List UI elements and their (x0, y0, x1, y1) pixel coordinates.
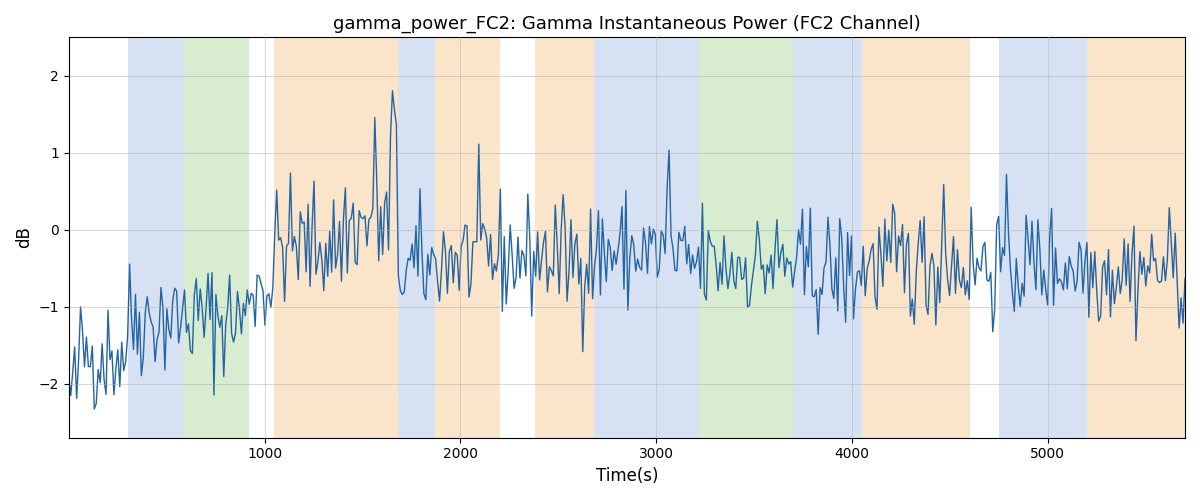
Bar (594, 38, 668, 438)
Bar (275, 38, 397, 438)
Bar (998, 38, 1057, 438)
Bar (1057, 38, 1087, 438)
Bar (1087, 38, 1184, 438)
Bar (862, 38, 970, 438)
Bar (793, 38, 862, 438)
Bar (535, 38, 594, 438)
Bar (127, 38, 185, 438)
X-axis label: Time(s): Time(s) (595, 467, 658, 485)
Bar (668, 38, 700, 438)
Bar (397, 38, 434, 438)
Title: gamma_power_FC2: Gamma Instantaneous Power (FC2 Channel): gamma_power_FC2: Gamma Instantaneous Pow… (334, 15, 920, 34)
Bar (700, 38, 793, 438)
Y-axis label: dB: dB (16, 226, 34, 248)
Bar (185, 38, 248, 438)
Bar (434, 38, 499, 438)
